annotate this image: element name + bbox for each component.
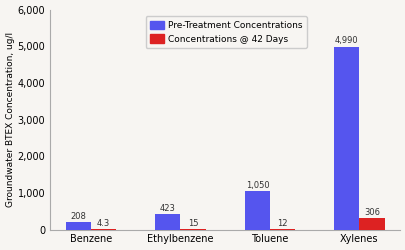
Text: 306: 306 <box>363 208 379 217</box>
Bar <box>244 191 269 230</box>
Text: 423: 423 <box>160 204 175 213</box>
Bar <box>180 229 205 230</box>
Text: 208: 208 <box>70 212 86 221</box>
Bar <box>334 46 358 230</box>
Text: 4,990: 4,990 <box>334 36 358 46</box>
Bar <box>155 214 180 230</box>
Y-axis label: Groundwater BTEX Concentration, ug/l: Groundwater BTEX Concentration, ug/l <box>6 32 15 207</box>
Text: 4.3: 4.3 <box>97 219 110 228</box>
Text: 1,050: 1,050 <box>245 181 269 190</box>
Bar <box>269 229 294 230</box>
Bar <box>66 222 91 230</box>
Legend: Pre-Treatment Concentrations, Concentrations @ 42 Days: Pre-Treatment Concentrations, Concentrat… <box>145 16 307 48</box>
Text: 12: 12 <box>277 219 287 228</box>
Text: 15: 15 <box>187 219 198 228</box>
Bar <box>358 218 384 230</box>
